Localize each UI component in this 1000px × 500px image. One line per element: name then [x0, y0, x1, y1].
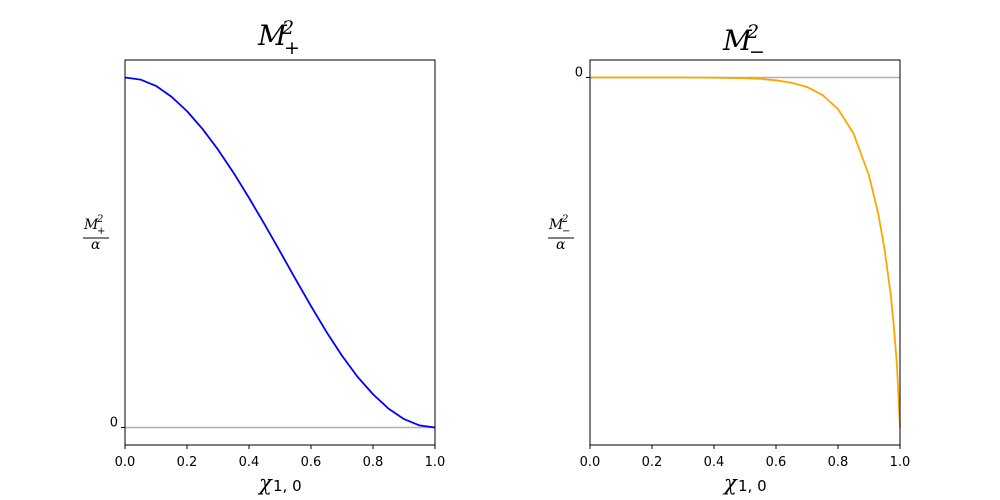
series-line-0: [590, 76, 901, 428]
x-tick-label: 0.0: [115, 455, 136, 470]
ylabel-sup: 2: [96, 214, 103, 225]
x-tick-label: 0.0: [580, 455, 601, 470]
x-tick-label: 0.6: [766, 455, 787, 470]
chart-title-sub: +: [284, 37, 300, 59]
ylabel-den: α: [556, 237, 566, 253]
xlabel-base: χ: [722, 471, 738, 495]
y-tick-label: 0: [575, 66, 583, 81]
xlabel-sub: 1, 0: [273, 477, 302, 495]
x-tick-label: 0.6: [301, 455, 322, 470]
xlabel-base: χ: [257, 471, 273, 495]
chart-title-sup: 2: [281, 17, 294, 39]
y-axis-label: M 2 − α: [548, 214, 574, 253]
plot-frame: [124, 59, 436, 446]
series-line-0: [124, 76, 436, 429]
y-axis-label: M 2 + α: [83, 214, 109, 253]
xlabel-sub: 1, 0: [738, 477, 767, 495]
chart-title-sub: −: [749, 41, 765, 63]
chart-title-sup: 2: [746, 21, 759, 43]
chart-title: M: [257, 19, 288, 52]
ylabel-base: M: [83, 217, 99, 233]
ylabel-den: α: [91, 237, 101, 253]
ylabel-sub: +: [97, 226, 105, 237]
x-tick-label: 0.8: [828, 455, 849, 470]
plot-frame: [589, 59, 901, 446]
ylabel-sub: −: [562, 226, 570, 237]
x-tick-label: 1.0: [890, 455, 911, 470]
x-axis-label: χ 1, 0: [257, 471, 302, 495]
chart-title: M: [722, 24, 753, 57]
x-tick-label: 0.2: [177, 455, 198, 470]
chart-m-minus: M 2 − M 2 − α χ 1, 0 0.0 0.2 0.4 0.6 0.8 1.0 0: [548, 21, 910, 495]
ylabel-sup: 2: [561, 214, 568, 225]
x-tick-label: 0.4: [704, 455, 725, 470]
x-tick-label: 0.4: [239, 455, 260, 470]
x-tick-label: 1.0: [425, 455, 446, 470]
ylabel-base: M: [548, 217, 564, 233]
y-tick-label: 0: [110, 416, 118, 431]
chart-m-plus: M 2 + M 2 + α χ 1, 0 0.0 0.2 0.4 0.6 0.8 1.0 0: [83, 17, 445, 495]
x-axis-label: χ 1, 0: [722, 471, 767, 495]
x-tick-label: 0.8: [363, 455, 384, 470]
x-tick-label: 0.2: [642, 455, 663, 470]
